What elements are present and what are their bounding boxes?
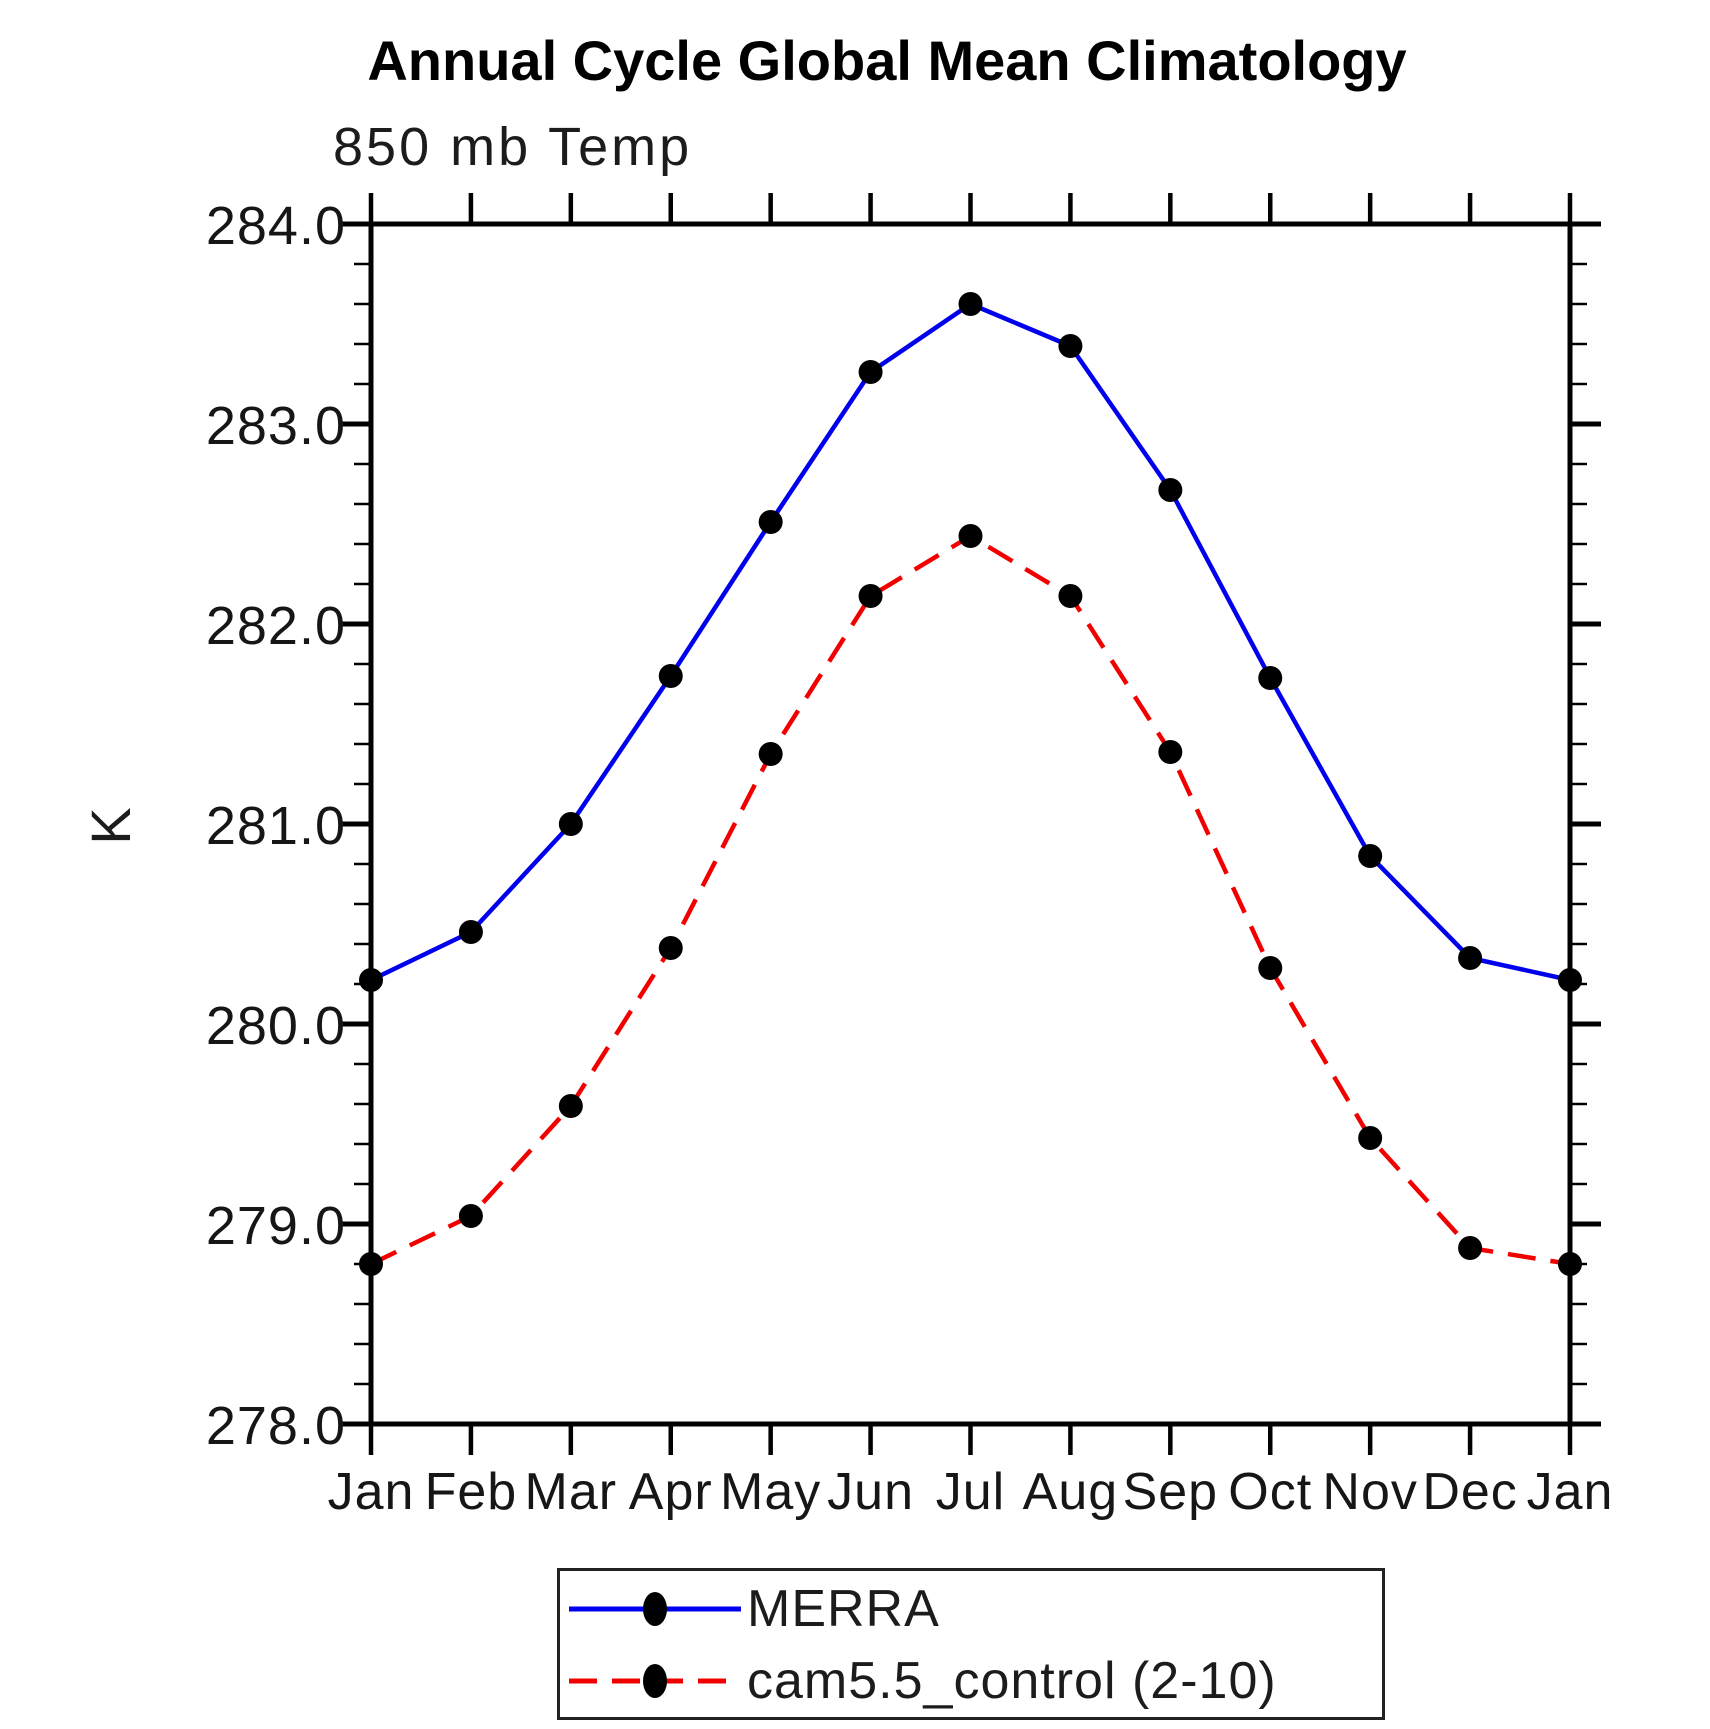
x-axis-tick-label: Feb (425, 1463, 518, 1521)
data-point-dot (558, 812, 583, 836)
y-axis-tick-label: 284.0 (206, 196, 346, 256)
legend: MERRA cam5.5_control (2-10) (557, 1568, 1385, 1720)
x-axis-tick-label: Sep (1123, 1463, 1219, 1521)
data-point-dot (359, 1252, 383, 1276)
y-axis-tick-label: 279.0 (206, 1196, 346, 1256)
data-point-dot (958, 292, 983, 316)
data-point-dot (758, 510, 783, 534)
y-axis-tick-label: 278.0 (206, 1396, 346, 1456)
y-axis-tick-label: 281.0 (206, 796, 346, 856)
data-point-dot (1158, 740, 1183, 764)
plot-heading: 850 mb Temp (333, 117, 693, 177)
data-point-dot (658, 664, 683, 688)
series-line-1 (370, 533, 1571, 1267)
data-point-dot (359, 968, 383, 992)
data-point-dot (1458, 1236, 1483, 1260)
x-axis-tick-label: Nov (1322, 1463, 1417, 1521)
data-point-dot (458, 1204, 483, 1228)
data-point-dot (658, 936, 683, 960)
data-point-dot (1158, 478, 1183, 502)
legend-label-merra: MERRA (747, 1580, 940, 1638)
legend-item-merra: MERRA (565, 1577, 940, 1641)
data-point-dot (1558, 968, 1582, 992)
data-point-dot (558, 1094, 583, 1118)
x-axis-tick-label: Mar (525, 1463, 618, 1521)
x-axis-tick-label: Jun (827, 1463, 914, 1521)
data-point-dot (1558, 1252, 1582, 1276)
merra-line-sample-icon (569, 1592, 741, 1626)
data-point-dot (458, 920, 483, 944)
legend-sample-marker (643, 1592, 667, 1626)
data-point-dot (1058, 584, 1083, 608)
x-axis-tick-label: Oct (1228, 1463, 1312, 1521)
data-point-dot (758, 742, 783, 766)
data-point-dot (958, 524, 983, 548)
data-point-dot (1358, 844, 1383, 868)
x-axis-tick-label: Jul (936, 1463, 1005, 1521)
data-point-dot (1258, 666, 1283, 690)
chart-title: Annual Cycle Global Mean Climatology (367, 29, 1407, 92)
data-point-dot (858, 584, 883, 608)
data-point-dot (1458, 946, 1483, 970)
x-axis-tick-label: May (720, 1463, 821, 1521)
x-axis-tick-label: Jan (328, 1463, 415, 1521)
x-axis-tick-label: Dec (1422, 1463, 1517, 1521)
cam-control-line-sample-icon (569, 1664, 741, 1698)
data-point-dot (858, 360, 883, 384)
legend-label-cam-control: cam5.5_control (2-10) (747, 1652, 1277, 1710)
y-axis-tick-label: 282.0 (206, 596, 346, 656)
x-axis-tick-label: Apr (629, 1463, 713, 1521)
legend-item-cam-control: cam5.5_control (2-10) (565, 1649, 1277, 1713)
y-axis-tick-label: 280.0 (206, 996, 346, 1056)
axis-box (368, 221, 1573, 1427)
data-point-dot (1358, 1126, 1383, 1150)
data-point-dot (1258, 956, 1283, 980)
x-axis-tick-label: Jan (1527, 1463, 1614, 1521)
legend-sample-marker (643, 1664, 667, 1698)
y-axis-tick-label: 283.0 (206, 396, 346, 456)
series-line-0 (370, 301, 1571, 983)
x-axis-tick-label: Aug (1023, 1463, 1119, 1521)
data-point-dot (1058, 334, 1083, 358)
